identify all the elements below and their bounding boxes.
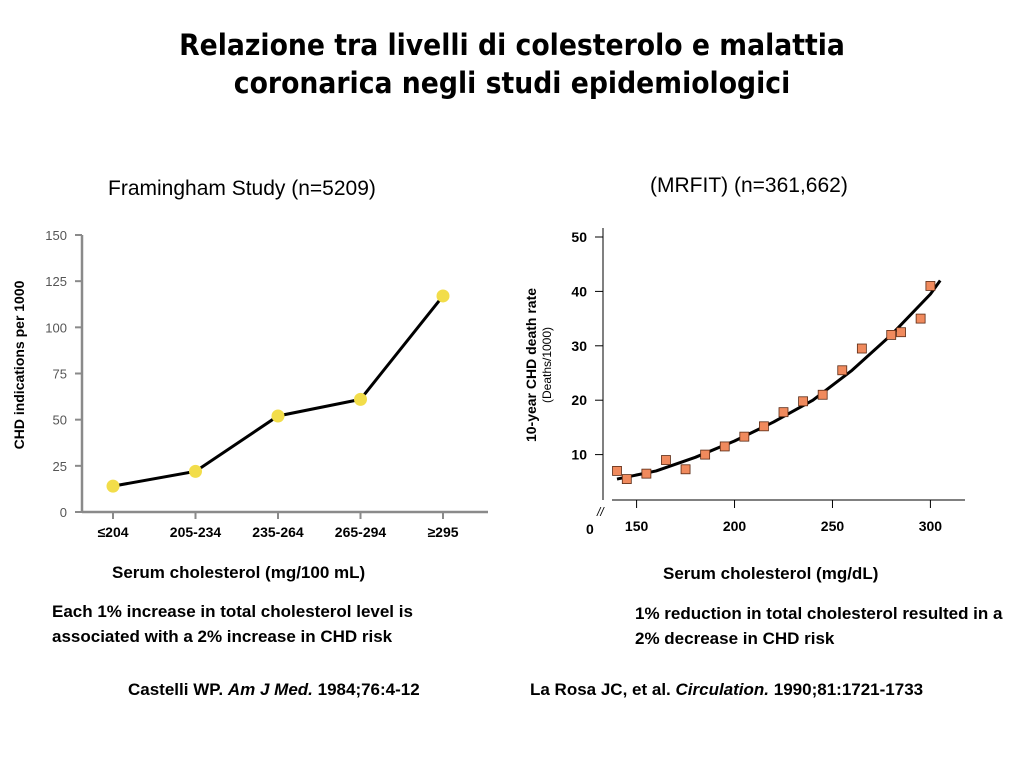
mrfit-fit-curve xyxy=(616,279,942,481)
mrfit-ref-details: 1990;81:1721-1733 xyxy=(773,680,924,699)
mrfit-data-point xyxy=(641,468,652,479)
mrfit-data-point xyxy=(886,330,897,340)
framingham-y-tick-label: 75 xyxy=(53,367,67,382)
mrfit-data-point xyxy=(915,313,926,324)
page-title: Relazione tra livelli di colesterolo e m… xyxy=(41,26,983,102)
mrfit-label-crop-mask xyxy=(520,225,560,269)
mrfit-x-tick-label: 200 xyxy=(723,518,747,534)
mrfit-data-point xyxy=(661,455,671,465)
mrfit-x-tick-label: 250 xyxy=(821,518,845,534)
mrfit-y-axis-sublabel: (Deaths/1000) xyxy=(540,327,554,403)
framingham-data-point xyxy=(106,479,120,493)
framingham-y-axis-label: CHD indications per 1000 xyxy=(11,280,27,449)
mrfit-chart-title: (MRFIT) (n=361,662) xyxy=(650,174,848,197)
framingham-y-tick-label: 25 xyxy=(53,459,67,474)
framingham-x-tick-label: ≥295 xyxy=(427,524,458,540)
framingham-x-tick-label: 265-294 xyxy=(335,524,387,540)
framingham-series-line xyxy=(112,295,445,488)
framingham-x-tick-label: 205-234 xyxy=(170,524,222,540)
framingham-y-tick-label: 150 xyxy=(45,228,67,243)
mrfit-data-point xyxy=(621,474,632,484)
mrfit-chart: //0 10 20 30 40 50 150 200 250 300 10-year CHD dea… xyxy=(520,225,965,537)
mrfit-data-point xyxy=(680,464,691,475)
framingham-ref-author: Castelli WP. xyxy=(128,680,224,699)
framingham-chart-title: Framingham Study (n=5209) xyxy=(108,177,376,200)
mrfit-y-tick-label: 10 xyxy=(571,447,587,463)
mrfit-y-tick-label: 30 xyxy=(571,338,587,354)
mrfit-data-point xyxy=(778,407,789,418)
mrfit-y-tick-label: 50 xyxy=(571,229,587,245)
mrfit-data-point xyxy=(896,327,906,338)
framingham-data-point xyxy=(436,289,450,303)
framingham-y-tick-label: 50 xyxy=(53,413,67,428)
mrfit-ref-journal: Circulation. xyxy=(675,680,770,699)
framingham-data-point xyxy=(354,392,367,406)
framingham-chart: 0 25 50 75 100 125 150 ≤204 205-234 235-264 265-29… xyxy=(11,228,488,540)
framingham-note: Each 1% increase in total cholesterol le… xyxy=(52,602,413,646)
framingham-reference: Castelli WP. Am J Med. 1984;76:4-12 xyxy=(128,680,420,700)
mrfit-note: 1% reduction in total cholesterol result… xyxy=(635,604,1003,648)
framingham-ref-journal: Am J Med. xyxy=(227,680,313,699)
mrfit-data-point xyxy=(700,449,711,460)
mrfit-y-tick-label: 20 xyxy=(571,392,587,408)
mrfit-x-tick-label: 150 xyxy=(625,518,649,534)
mrfit-data-point xyxy=(817,389,828,400)
framingham-x-tick-label: 235-264 xyxy=(252,524,304,540)
mrfit-data-point xyxy=(837,365,848,376)
mrfit-y-axis-label: 10-year CHD death rate xyxy=(523,288,539,442)
mrfit-data-point xyxy=(739,431,750,442)
framingham-data-point xyxy=(271,409,285,423)
framingham-x-axis-label: Serum cholesterol (mg/100 mL) xyxy=(112,563,366,582)
mrfit-x-axis-label: Serum cholesterol (mg/dL) xyxy=(663,564,879,583)
mrfit-reference: La Rosa JC, et al. Circulation. 1990;81:… xyxy=(530,680,923,700)
page-title-line-2: coronarica negli studi epidemiologici xyxy=(233,66,791,100)
mrfit-origin-label: 0 xyxy=(586,521,594,537)
page-title-line-1: Relazione tra livelli di colesterolo e m… xyxy=(179,28,845,62)
framingham-y-tick-label: 0 xyxy=(60,505,67,520)
mrfit-axis-break: // xyxy=(596,505,605,519)
mrfit-data-point xyxy=(925,281,936,291)
mrfit-ref-author: La Rosa JC, et al. xyxy=(530,680,671,699)
mrfit-data-point xyxy=(798,396,808,407)
framingham-y-tick-label: 100 xyxy=(45,320,67,335)
framingham-x-tick-label: ≤204 xyxy=(97,524,128,540)
mrfit-y-tick-label: 40 xyxy=(571,283,587,299)
mrfit-data-point xyxy=(719,441,730,452)
mrfit-x-tick-label: 300 xyxy=(919,518,943,534)
mrfit-data-point xyxy=(759,421,769,432)
framingham-ref-details: 1984;76:4-12 xyxy=(317,680,420,699)
framingham-data-point xyxy=(189,464,202,478)
framingham-y-tick-label: 125 xyxy=(45,274,67,289)
mrfit-data-point xyxy=(856,343,867,354)
mrfit-data-point xyxy=(612,466,622,476)
